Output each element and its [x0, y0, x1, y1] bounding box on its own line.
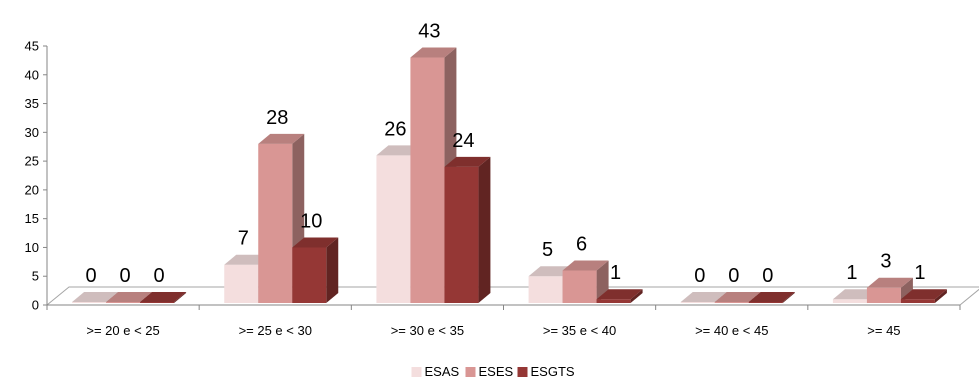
data-label: 3 — [880, 251, 891, 273]
bar — [748, 292, 795, 303]
data-label: 10 — [300, 210, 322, 232]
y-tick-label: 30 — [25, 125, 39, 140]
bar-front — [72, 302, 107, 303]
bar-front — [410, 57, 445, 304]
data-label: 1 — [846, 262, 857, 284]
bar-front — [866, 287, 901, 303]
chart-axes — [46, 46, 960, 306]
legend-label: ESAS — [425, 364, 460, 379]
bar-front — [562, 270, 597, 303]
data-label: 7 — [238, 228, 249, 250]
bar-front — [680, 302, 715, 303]
x-axis-ticks: >= 20 e < 25 >= 25 e < 30 >= 30 e < 35 >= 3… — [46, 305, 961, 338]
bar-top — [106, 292, 153, 302]
y-tick-label: 35 — [25, 96, 39, 111]
x-tick-label: >= 25 e < 30 — [239, 323, 312, 338]
bar — [596, 289, 643, 303]
bars — [72, 47, 947, 304]
x-tick-label: >= 35 e < 40 — [543, 323, 616, 338]
bar-front — [376, 155, 411, 303]
bar-top — [410, 47, 457, 58]
bar-front — [832, 299, 867, 303]
bar-front — [714, 302, 749, 303]
x-tick-label: >= 30 e < 35 — [391, 323, 464, 338]
data-label: 28 — [266, 107, 288, 129]
x-tick-label: >= 40 e < 45 — [695, 323, 768, 338]
bar-top — [292, 237, 339, 248]
data-label: 0 — [154, 265, 165, 287]
legend-swatch — [411, 367, 422, 377]
x-tick-label: >= 20 e < 25 — [86, 323, 159, 338]
data-label: 1 — [610, 262, 621, 284]
bar-top — [748, 292, 795, 302]
bar-top — [900, 289, 947, 300]
bar-top — [562, 260, 609, 271]
data-label: 0 — [728, 265, 739, 287]
legend-item: ESAS — [411, 364, 460, 379]
bar — [866, 277, 913, 303]
bar-front — [528, 276, 563, 303]
bar-side — [630, 289, 643, 303]
legend-item: ESGTS — [517, 364, 575, 379]
bar-front — [140, 302, 175, 303]
y-tick-label: 5 — [32, 269, 39, 284]
data-label: 26 — [384, 118, 406, 140]
data-label: 43 — [418, 21, 440, 43]
bar-front — [900, 299, 935, 303]
bar-front — [292, 247, 327, 303]
bar-top — [596, 289, 643, 300]
data-label: 6 — [576, 233, 587, 255]
data-label: 5 — [542, 239, 553, 261]
legend-swatch — [517, 367, 528, 377]
bar — [444, 156, 491, 303]
y-tick-label: 40 — [25, 67, 39, 82]
bar-front — [224, 264, 259, 303]
bar-top — [680, 292, 727, 302]
x-tick-label: >= 45 — [867, 323, 900, 338]
bar — [140, 292, 187, 303]
y-tick-label: 0 — [32, 298, 39, 313]
bar — [292, 237, 339, 303]
bar-side — [934, 289, 947, 303]
legend-item: ESES — [465, 364, 514, 379]
bar-side — [900, 277, 913, 303]
y-tick-label: 25 — [25, 154, 39, 169]
bar-top — [72, 292, 119, 302]
bar-side — [478, 156, 491, 303]
bar-front — [596, 299, 631, 303]
data-label: 1 — [914, 262, 925, 284]
bar-side — [326, 237, 339, 303]
bar-top — [140, 292, 187, 302]
bar-side — [174, 292, 187, 303]
y-tick-label: 15 — [25, 211, 39, 226]
legend-label: ESGTS — [531, 364, 575, 379]
bar-top — [444, 156, 491, 167]
data-label: 0 — [762, 265, 773, 287]
bar-front — [258, 143, 293, 303]
legend-swatch — [465, 367, 476, 377]
legend: ESAS ESES ESGTS — [411, 364, 575, 379]
data-label: 0 — [694, 265, 705, 287]
bar-top — [866, 277, 913, 288]
y-tick-label: 10 — [25, 240, 39, 255]
data-label: 0 — [86, 265, 97, 287]
y-axis-ticks: 0 5 10 15 20 25 30 35 40 45 — [25, 39, 47, 313]
legend-label: ESES — [479, 364, 514, 379]
bar-front — [748, 302, 783, 303]
bar-top — [258, 133, 305, 144]
bar — [900, 289, 947, 303]
y-tick-label: 45 — [25, 39, 39, 54]
bar-front — [444, 166, 479, 303]
y-tick-label: 20 — [25, 182, 39, 197]
bar-side — [782, 292, 795, 303]
bar-top — [714, 292, 761, 302]
data-label: 0 — [120, 265, 131, 287]
data-label: 24 — [452, 130, 474, 152]
bar-front — [106, 302, 141, 303]
